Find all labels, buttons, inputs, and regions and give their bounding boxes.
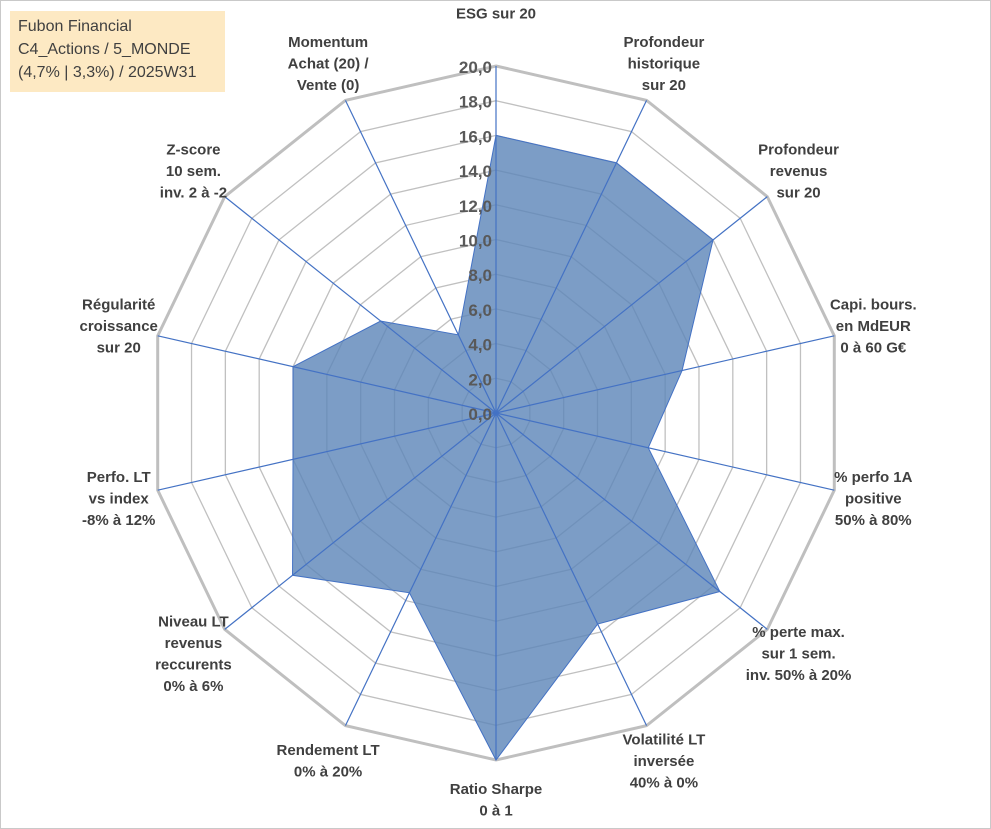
axis-label-line: inv. 2 à -2 [160, 184, 227, 201]
tick-label: 2,0 [468, 370, 492, 389]
axis-label-line: Note [479, 0, 512, 1]
axis-label-line: Régularité [82, 297, 155, 314]
axis-label-line: en MdEUR [836, 318, 911, 335]
axis-label: Z-score 10 sem. inv. 2 à -2 [160, 141, 227, 201]
axis-spoke [495, 412, 835, 491]
axis-label: % perfo 1A positive 50% à 80% [834, 469, 913, 529]
radar-tick-labels: 0,0 2,0 4,0 6,0 8,0 10,0 12,0 14,0 16,0 18,0 20,0 [459, 58, 492, 424]
axis-label-line: sur 1 sem. [761, 646, 835, 663]
axis-label-line: sur 20 [97, 340, 141, 357]
axis-spoke [224, 196, 497, 414]
axis-spoke [495, 412, 648, 726]
axis-label-line: historique [628, 56, 701, 73]
radar-spokes [157, 66, 835, 760]
axis-label-line: 0 à 60 G€ [840, 340, 907, 357]
axis-spoke [157, 412, 497, 491]
axis-label: Régularité croissance sur 20 [80, 297, 158, 357]
axis-label: Niveau LT revenus reccurents 0% à 6% [155, 613, 232, 695]
info-company-name: Fubon Financial [18, 18, 132, 35]
axis-label-line: % perfo 1A [834, 469, 913, 486]
axis-label-line: 50% à 80% [835, 512, 912, 529]
axis-label-line: vs index [89, 490, 150, 507]
axis-label-line: inv. 50% à 20% [746, 667, 852, 684]
axis-label: Perfo. LT vs index -8% à 12% [82, 469, 155, 529]
axis-label: Profondeur revenus sur 20 [758, 141, 839, 201]
axis-label-line: ESG sur 20 [456, 6, 536, 23]
axis-label-line: Profondeur [623, 34, 704, 51]
axis-label-line: -8% à 12% [82, 512, 155, 529]
axis-label-line: Rendement LT [277, 742, 380, 759]
info-box: Fubon Financial C4_Actions / 5_MONDE (4,… [10, 11, 225, 92]
axis-label-line: Perfo. LT [87, 469, 151, 486]
axis-label-line: Profondeur [758, 141, 839, 158]
series-area [292, 134, 721, 761]
axis-label-line: % perte max. [752, 624, 845, 641]
radar-series [292, 134, 721, 761]
axis-label: Note ESG sur 20 [456, 0, 536, 23]
axis-label-line: Capi. bours. [830, 297, 917, 314]
tick-label: 14,0 [459, 162, 492, 181]
axis-label-line: Volatilité LT [623, 731, 706, 748]
axis-spoke [224, 412, 497, 630]
axis-label-line: Achat (20) / [288, 56, 370, 73]
axis-label: Profondeur historique sur 20 [623, 34, 704, 94]
axis-spoke [157, 335, 497, 414]
axis-label-line: Momentum [288, 34, 368, 51]
axis-label-line: revenus [165, 635, 223, 652]
axis-spoke [495, 335, 835, 414]
axis-label-line: reccurents [155, 656, 232, 673]
axis-spoke [495, 196, 768, 414]
axis-label: Capi. bours. en MdEUR 0 à 60 G€ [830, 297, 917, 357]
axis-spoke [344, 412, 497, 726]
axis-spoke [495, 412, 768, 630]
axis-label: Momentum Achat (20) / Vente (0) [288, 34, 370, 94]
info-category: C4_Actions / 5_MONDE [18, 41, 191, 58]
tick-label: 16,0 [459, 127, 492, 146]
axis-label-line: Vente (0) [297, 77, 360, 94]
axis-label-line: revenus [770, 163, 828, 180]
axis-label-line: sur 20 [776, 184, 820, 201]
axis-spoke [495, 100, 648, 414]
axis-label-line: positive [845, 490, 902, 507]
axis-label-line: 0% à 20% [294, 764, 362, 781]
tick-label: 4,0 [468, 336, 492, 355]
axis-label-line: 40% à 0% [630, 774, 698, 791]
tick-label: 20,0 [459, 58, 492, 77]
tick-label: 6,0 [468, 301, 492, 320]
axis-label-line: 0 à 1 [479, 803, 512, 820]
axis-label-line: 10 sem. [166, 163, 221, 180]
axis-label-line: Z-score [166, 141, 220, 158]
axis-label-line: Ratio Sharpe [450, 781, 543, 798]
tick-label: 18,0 [459, 93, 492, 112]
axis-label-line: 0% à 6% [163, 678, 223, 695]
info-stats-period: (4,7% | 3,3%) / 2025W31 [18, 64, 197, 81]
axis-label: Ratio Sharpe 0 à 1 [450, 781, 543, 820]
tick-label: 8,0 [468, 266, 492, 285]
axis-label: % perte max. sur 1 sem. inv. 50% à 20% [746, 624, 852, 684]
radar-axis-labels: Note ESG sur 20 Profondeur historique sur 20… [80, 0, 917, 820]
axis-label-line: Niveau LT [158, 613, 229, 630]
axis-label-line: inversée [633, 753, 694, 770]
tick-label: 12,0 [459, 197, 492, 216]
tick-label: 10,0 [459, 232, 492, 251]
axis-label: Volatilité LT inversée 40% à 0% [623, 731, 706, 791]
axis-label-line: sur 20 [642, 77, 686, 94]
axis-label: Rendement LT 0% à 20% [277, 742, 380, 781]
tick-label: 0,0 [468, 405, 492, 424]
axis-label-line: croissance [80, 318, 158, 335]
axis-spoke [344, 100, 497, 414]
